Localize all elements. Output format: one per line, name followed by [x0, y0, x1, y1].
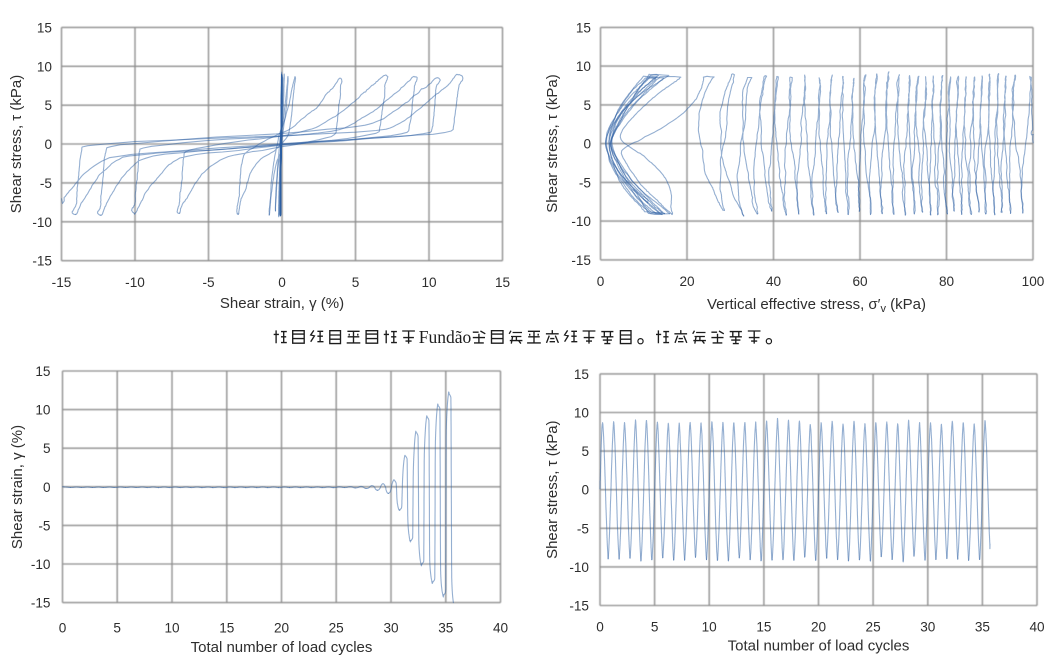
svg-text:35: 35: [438, 621, 453, 636]
svg-text:Total number of load cycles: Total number of load cycles: [191, 639, 373, 656]
svg-text:5: 5: [581, 444, 589, 459]
svg-text:100: 100: [1022, 274, 1045, 289]
svg-text:-15: -15: [32, 254, 52, 269]
svg-text:5: 5: [583, 98, 591, 113]
svg-text:0: 0: [583, 137, 591, 152]
svg-text:0: 0: [596, 620, 604, 635]
svg-text:10: 10: [421, 275, 437, 290]
svg-text:Shear stress, τ (kPa): Shear stress, τ (kPa): [544, 420, 561, 558]
svg-text:-10: -10: [571, 214, 591, 229]
svg-text:30: 30: [920, 620, 936, 635]
svg-text:15: 15: [576, 20, 591, 35]
svg-text:-15: -15: [571, 253, 591, 268]
svg-text:10: 10: [164, 621, 180, 636]
svg-text:15: 15: [37, 20, 52, 35]
svg-text:5: 5: [44, 98, 52, 113]
svg-text:15: 15: [35, 364, 50, 379]
svg-text:0: 0: [43, 480, 51, 495]
svg-text:60: 60: [852, 274, 868, 289]
svg-text:-15: -15: [52, 275, 72, 290]
svg-text:30: 30: [383, 621, 399, 636]
svg-text:35: 35: [975, 620, 990, 635]
svg-text:15: 15: [495, 275, 510, 290]
svg-text:80: 80: [939, 274, 955, 289]
svg-text:Shear stress, τ (kPa): Shear stress, τ (kPa): [8, 75, 25, 213]
svg-text:Shear strain, γ (%): Shear strain, γ (%): [220, 295, 344, 312]
svg-text:-10: -10: [125, 275, 145, 290]
svg-text:0: 0: [59, 621, 67, 636]
svg-text:25: 25: [866, 620, 881, 635]
svg-text:5: 5: [113, 621, 121, 636]
svg-text:15: 15: [756, 620, 771, 635]
svg-text:-10: -10: [31, 557, 51, 572]
svg-text:Shear strain, γ (%): Shear strain, γ (%): [9, 425, 26, 549]
svg-text:20: 20: [274, 621, 290, 636]
svg-text:-15: -15: [569, 599, 589, 614]
svg-text:Fundão: Fundão: [419, 327, 472, 347]
svg-text:0: 0: [44, 137, 52, 152]
svg-text:0: 0: [597, 274, 605, 289]
svg-text:-5: -5: [577, 521, 589, 536]
svg-text:10: 10: [37, 59, 53, 74]
svg-text:5: 5: [43, 441, 51, 456]
svg-text:10: 10: [574, 406, 590, 421]
svg-text:5: 5: [352, 275, 360, 290]
svg-text:-5: -5: [202, 275, 214, 290]
svg-text:0: 0: [278, 275, 286, 290]
svg-text:10: 10: [576, 59, 592, 74]
svg-text:-15: -15: [31, 596, 51, 611]
svg-text:0: 0: [581, 483, 589, 498]
svg-text:20: 20: [679, 274, 695, 289]
svg-text:15: 15: [219, 621, 234, 636]
svg-text:Vertical effective stress, σ′v: Vertical effective stress, σ′v (kPa): [707, 296, 926, 315]
svg-text:Shear stress, τ (kPa): Shear stress, τ (kPa): [544, 74, 561, 212]
svg-text:15: 15: [574, 367, 589, 382]
svg-text:40: 40: [1029, 620, 1045, 635]
svg-text:10: 10: [35, 403, 51, 418]
svg-text:40: 40: [493, 621, 509, 636]
svg-text:-5: -5: [40, 176, 52, 191]
svg-text:10: 10: [702, 620, 718, 635]
svg-text:Total number of load cycles: Total number of load cycles: [728, 638, 910, 655]
svg-text:5: 5: [651, 620, 659, 635]
svg-text:-5: -5: [579, 175, 591, 190]
svg-text:40: 40: [766, 274, 782, 289]
svg-text:25: 25: [329, 621, 344, 636]
svg-text:20: 20: [811, 620, 827, 635]
svg-text:-10: -10: [32, 215, 52, 230]
svg-text:-10: -10: [569, 560, 589, 575]
svg-text:-5: -5: [38, 518, 50, 533]
